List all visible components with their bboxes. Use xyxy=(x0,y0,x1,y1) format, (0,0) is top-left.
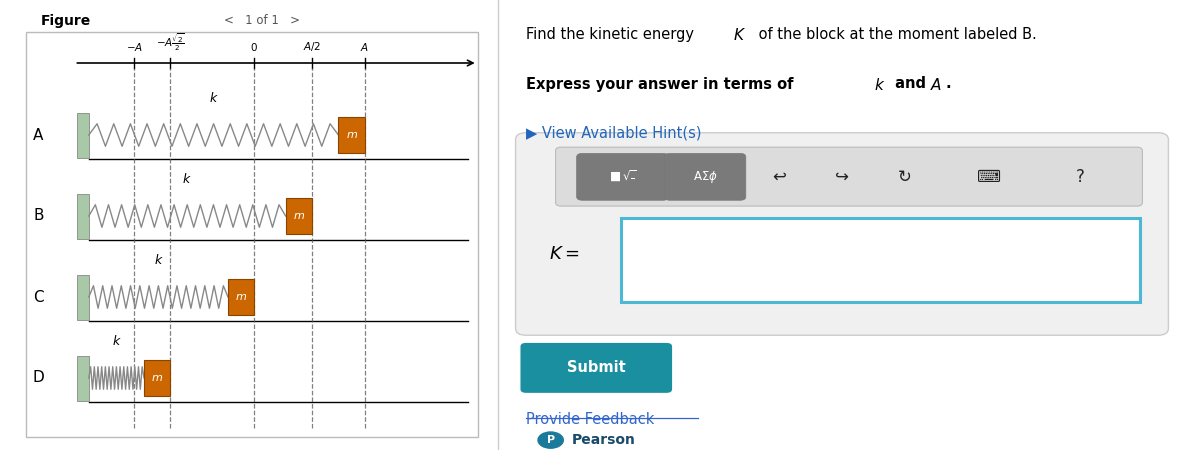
Text: ↻: ↻ xyxy=(899,168,912,186)
Text: $\blacksquare\,\sqrt{\overline{\,}}$: $\blacksquare\,\sqrt{\overline{\,}}$ xyxy=(610,169,637,184)
Circle shape xyxy=(538,432,563,448)
FancyBboxPatch shape xyxy=(26,32,478,436)
Text: $k$: $k$ xyxy=(182,172,192,186)
Text: $K =$: $K =$ xyxy=(548,245,578,263)
Bar xyxy=(228,279,254,315)
Text: P: P xyxy=(546,435,554,445)
Bar xyxy=(77,112,89,158)
FancyBboxPatch shape xyxy=(665,153,746,200)
Text: Submit: Submit xyxy=(566,360,625,375)
Text: $-A\frac{\sqrt{2}}{2}$: $-A\frac{\sqrt{2}}{2}$ xyxy=(156,32,185,53)
Text: ?: ? xyxy=(1076,168,1085,186)
FancyBboxPatch shape xyxy=(521,343,672,393)
FancyBboxPatch shape xyxy=(556,147,1142,206)
Text: ⌨: ⌨ xyxy=(977,168,1001,186)
FancyBboxPatch shape xyxy=(620,218,1140,302)
Text: Pearson: Pearson xyxy=(571,433,636,447)
Bar xyxy=(77,194,89,238)
Text: ▶ View Available Hint(s): ▶ View Available Hint(s) xyxy=(526,126,702,141)
Bar xyxy=(286,198,312,234)
Text: $0$: $0$ xyxy=(251,41,258,53)
Bar xyxy=(144,360,170,396)
Text: of the block at the moment labeled B.: of the block at the moment labeled B. xyxy=(755,27,1037,42)
Text: $k$: $k$ xyxy=(154,253,163,267)
Text: $m$: $m$ xyxy=(235,292,247,302)
Text: $k$: $k$ xyxy=(209,91,218,105)
Text: $k$: $k$ xyxy=(112,334,121,348)
Text: Express your answer in terms of: Express your answer in terms of xyxy=(526,76,799,91)
Text: Find the kinetic energy: Find the kinetic energy xyxy=(526,27,698,42)
Text: and: and xyxy=(889,76,931,91)
Bar xyxy=(77,274,89,320)
FancyBboxPatch shape xyxy=(516,133,1169,335)
Text: Provide Feedback: Provide Feedback xyxy=(526,412,654,427)
Text: $A/2$: $A/2$ xyxy=(302,40,322,53)
Text: $m$: $m$ xyxy=(346,130,358,140)
FancyBboxPatch shape xyxy=(577,153,668,200)
Text: $m$: $m$ xyxy=(293,211,305,221)
Text: A: A xyxy=(34,127,43,143)
Text: $k$: $k$ xyxy=(874,76,884,93)
Text: B: B xyxy=(34,208,43,224)
Text: $K$: $K$ xyxy=(733,27,746,43)
Text: C: C xyxy=(34,289,43,305)
Text: ↩: ↩ xyxy=(772,168,786,186)
Bar xyxy=(77,356,89,400)
Text: D: D xyxy=(32,370,44,386)
Text: ↪: ↪ xyxy=(835,168,848,186)
Bar xyxy=(338,117,365,153)
Text: $m$: $m$ xyxy=(151,373,163,383)
Text: $A$: $A$ xyxy=(360,41,370,53)
Text: $-A$: $-A$ xyxy=(126,41,143,53)
Text: <   1 of 1   >: < 1 of 1 > xyxy=(223,14,300,27)
Text: A$\Sigma\phi$: A$\Sigma\phi$ xyxy=(692,169,718,185)
Text: $A$: $A$ xyxy=(930,76,942,93)
Text: Figure: Figure xyxy=(41,14,91,27)
Text: .: . xyxy=(946,76,952,91)
